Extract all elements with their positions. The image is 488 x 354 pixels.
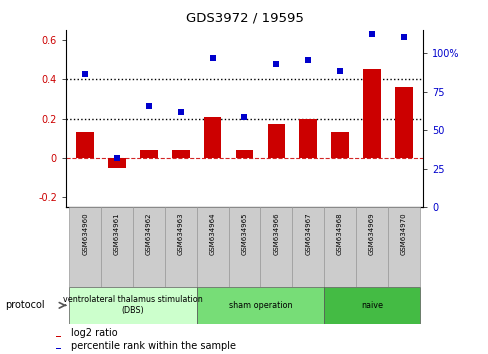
Bar <box>108 158 125 168</box>
FancyBboxPatch shape <box>387 207 419 287</box>
Text: GSM634968: GSM634968 <box>336 213 343 255</box>
Bar <box>56 336 61 337</box>
Point <box>240 114 248 120</box>
Text: GSM634969: GSM634969 <box>368 213 374 255</box>
Text: sham operation: sham operation <box>228 301 292 310</box>
Point <box>399 34 407 40</box>
Text: ventrolateral thalamus stimulation
(DBS): ventrolateral thalamus stimulation (DBS) <box>63 295 203 315</box>
Text: GSM634966: GSM634966 <box>273 213 279 255</box>
Text: naive: naive <box>360 301 382 310</box>
Point <box>336 68 344 74</box>
FancyBboxPatch shape <box>355 207 387 287</box>
Point <box>272 61 280 67</box>
Text: protocol: protocol <box>5 300 44 310</box>
FancyBboxPatch shape <box>324 287 419 324</box>
Text: GSM634964: GSM634964 <box>209 213 215 255</box>
FancyBboxPatch shape <box>324 207 355 287</box>
Point <box>367 31 375 36</box>
Bar <box>203 116 221 158</box>
Text: percentile rank within the sample: percentile rank within the sample <box>71 341 236 350</box>
Text: GSM634963: GSM634963 <box>178 213 183 255</box>
FancyBboxPatch shape <box>133 207 164 287</box>
FancyBboxPatch shape <box>260 207 292 287</box>
Text: GSM634961: GSM634961 <box>114 213 120 255</box>
Bar <box>56 348 61 349</box>
FancyBboxPatch shape <box>69 207 101 287</box>
Text: GSM634962: GSM634962 <box>145 213 152 255</box>
Text: log2 ratio: log2 ratio <box>71 328 118 338</box>
Point <box>113 155 121 160</box>
Point <box>304 57 311 63</box>
Point <box>208 56 216 61</box>
FancyBboxPatch shape <box>292 207 324 287</box>
FancyBboxPatch shape <box>164 207 196 287</box>
FancyBboxPatch shape <box>196 207 228 287</box>
FancyBboxPatch shape <box>196 287 324 324</box>
Bar <box>267 125 285 158</box>
Bar <box>331 132 348 158</box>
FancyBboxPatch shape <box>69 287 196 324</box>
FancyBboxPatch shape <box>228 207 260 287</box>
FancyBboxPatch shape <box>101 207 133 287</box>
Bar <box>76 132 94 158</box>
Text: GDS3972 / 19595: GDS3972 / 19595 <box>185 11 303 24</box>
Bar <box>235 150 253 158</box>
Bar <box>394 87 412 158</box>
Bar <box>172 150 189 158</box>
Bar <box>363 69 380 158</box>
Bar <box>299 119 316 158</box>
Point <box>81 72 89 77</box>
Text: GSM634960: GSM634960 <box>82 213 88 255</box>
Text: GSM634965: GSM634965 <box>241 213 247 255</box>
Point <box>177 109 184 114</box>
Text: GSM634970: GSM634970 <box>400 213 406 255</box>
Point <box>144 103 152 109</box>
Bar <box>140 150 157 158</box>
Text: GSM634967: GSM634967 <box>305 213 310 255</box>
